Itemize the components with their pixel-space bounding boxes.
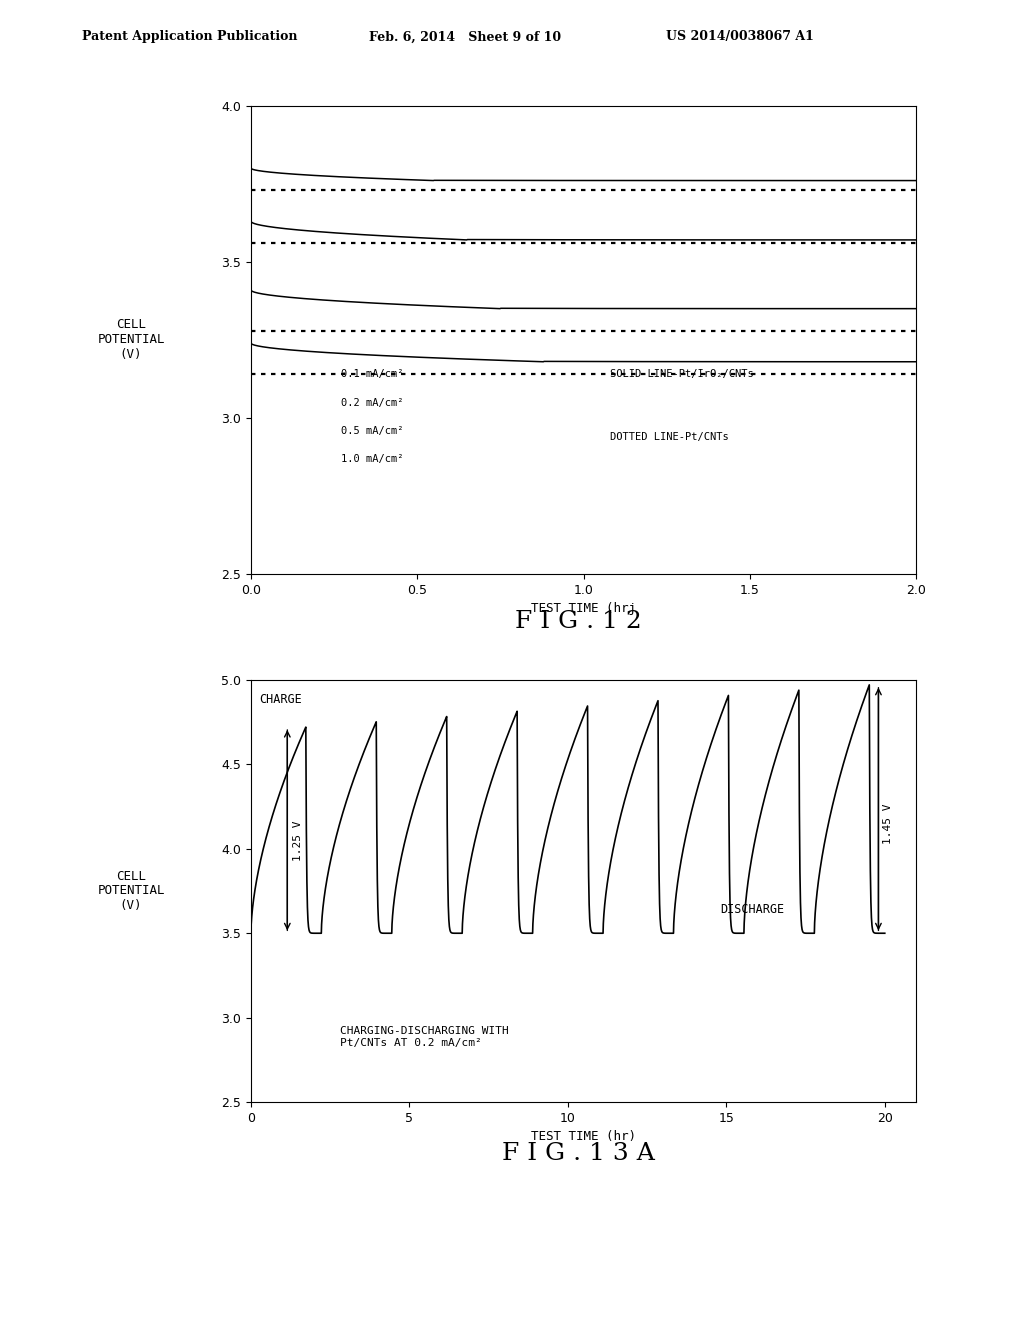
Text: Patent Application Publication: Patent Application Publication [82, 30, 297, 44]
Text: 1.45 V: 1.45 V [883, 803, 893, 843]
Text: DISCHARGE: DISCHARGE [720, 903, 784, 916]
Text: F I G . 1 2: F I G . 1 2 [515, 610, 642, 632]
Text: DOTTED LINE-Pt/CNTs: DOTTED LINE-Pt/CNTs [610, 432, 729, 442]
Text: SOLID LINE-Pt/IrO₂/CNTs: SOLID LINE-Pt/IrO₂/CNTs [610, 370, 754, 379]
Text: 1.0 mA/cm²: 1.0 mA/cm² [341, 454, 403, 463]
Text: 0.5 mA/cm²: 0.5 mA/cm² [341, 425, 403, 436]
Text: US 2014/0038067 A1: US 2014/0038067 A1 [666, 30, 813, 44]
Text: F I G . 1 3 A: F I G . 1 3 A [502, 1142, 655, 1164]
Text: 0.1 mA/cm²: 0.1 mA/cm² [341, 370, 403, 379]
Text: 0.2 mA/cm²: 0.2 mA/cm² [341, 397, 403, 408]
Text: CELL
POTENTIAL
(V): CELL POTENTIAL (V) [97, 318, 165, 362]
Text: CHARGE: CHARGE [259, 693, 301, 706]
X-axis label: TEST TIME (hrϳ: TEST TIME (hrϳ [531, 602, 636, 615]
Text: CHARGING-DISCHARGING WITH
Pt/CNTs AT 0.2 mA/cm²: CHARGING-DISCHARGING WITH Pt/CNTs AT 0.2… [340, 1026, 508, 1048]
Text: 1.25 V: 1.25 V [293, 820, 303, 861]
Text: Feb. 6, 2014   Sheet 9 of 10: Feb. 6, 2014 Sheet 9 of 10 [369, 30, 561, 44]
X-axis label: TEST TIME (hr): TEST TIME (hr) [531, 1130, 636, 1143]
Text: CELL
POTENTIAL
(V): CELL POTENTIAL (V) [97, 870, 165, 912]
